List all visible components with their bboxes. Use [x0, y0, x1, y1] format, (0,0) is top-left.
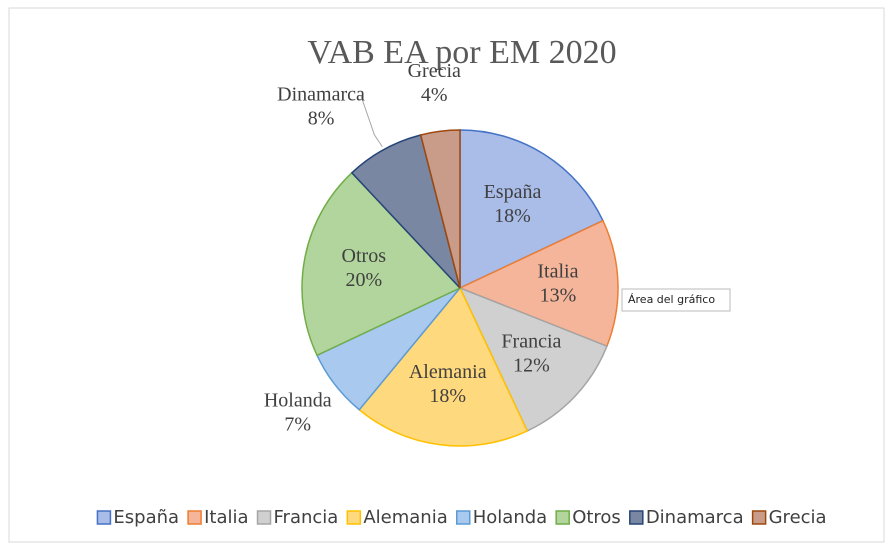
data-label-value: 20%	[345, 269, 382, 291]
data-label-value: 4%	[421, 84, 448, 106]
legend-swatch	[96, 510, 112, 525]
data-label-name: Grecia	[408, 60, 461, 82]
legend-label: Alemania	[363, 507, 447, 528]
legend-swatch	[187, 510, 202, 525]
legend-swatch	[346, 510, 362, 525]
data-label-name: Italia	[537, 261, 578, 283]
data-label-name: Holanda	[264, 389, 332, 411]
tooltip: Área del gráfico	[621, 288, 731, 312]
pie-slice	[301, 171, 462, 357]
legend-label: Otros	[572, 507, 621, 528]
data-label-value: 8%	[308, 108, 335, 130]
data-label-value: 18%	[494, 205, 531, 227]
leader-line	[360, 95, 383, 148]
legend: España Italia Francia Alemania Holanda Otros D…	[96, 507, 827, 528]
data-label-name: Dinamarca	[277, 84, 365, 106]
pie-slice	[358, 286, 529, 447]
legend-swatch	[455, 510, 471, 525]
pie-slice	[419, 129, 461, 289]
legend-swatch	[256, 510, 272, 525]
legend-swatch	[751, 510, 767, 525]
legend-swatch	[555, 510, 570, 525]
data-label-name: España	[484, 181, 542, 203]
legend-label: Grecia	[769, 507, 827, 528]
tooltip-text: Área del gráfico	[628, 293, 715, 306]
pie-slice	[459, 129, 604, 290]
data-label-value: 7%	[284, 413, 311, 435]
legend-label: Italia	[204, 507, 248, 528]
tooltip-box	[621, 288, 731, 312]
legend-label: Holanda	[473, 507, 547, 528]
data-label-name: Francia	[501, 331, 561, 353]
legend-label: Francia	[274, 507, 339, 528]
data-label-value: 13%	[540, 285, 577, 307]
legend-label: España	[113, 507, 179, 528]
data-label-name: Alemania	[409, 361, 487, 383]
data-label-value: 12%	[513, 355, 550, 377]
pie-slice	[458, 286, 608, 432]
chart-title: VAB EA por EM 2020	[307, 34, 616, 71]
legend-label: Dinamarca	[646, 507, 744, 528]
data-label-value: 18%	[429, 385, 466, 407]
data-label-name: Otros	[342, 245, 387, 267]
legend-swatch	[629, 510, 644, 525]
pie-slice	[458, 219, 619, 348]
